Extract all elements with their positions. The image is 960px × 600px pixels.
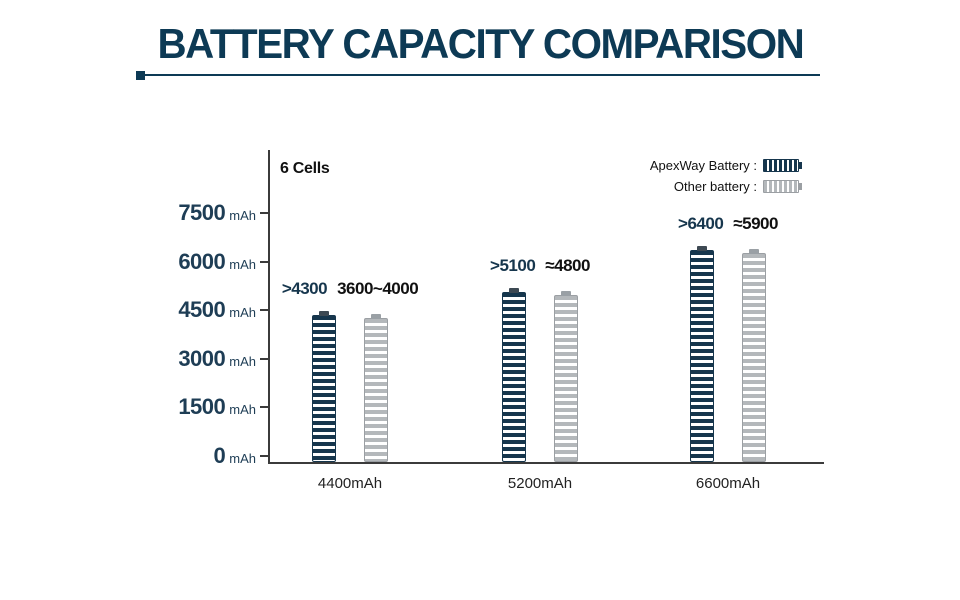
other-value-label: 3600~4000 (337, 279, 419, 299)
apexway-bar (690, 245, 714, 462)
apexway-bar (502, 288, 526, 462)
page-title: BATTERY CAPACITY COMPARISON (157, 20, 804, 67)
y-tick-mark (260, 309, 269, 312)
other-value-label: ≈4800 (545, 256, 590, 276)
x-axis-category-label: 6600mAh (695, 475, 761, 492)
battery-nub (319, 311, 329, 317)
apexway-battery-icon (763, 159, 802, 172)
plot-area: 6 Cells >4300 3600~4000 4400mAh >5100 ≈4800 5… (260, 150, 824, 492)
apexway-value-label: >6400 (678, 213, 724, 233)
legend-label-other: Other battery : (673, 179, 757, 194)
battery-nub (509, 288, 519, 294)
y-tick-mark (260, 406, 269, 409)
chart-legend: ApexWay Battery : Other battery : (650, 158, 802, 194)
group-value-labels: >6400 ≈5900 (678, 214, 778, 234)
legend-label-apexway: ApexWay Battery : (649, 158, 757, 173)
title-underline: BATTERY CAPACITY COMPARISON (135, 20, 821, 81)
x-axis-category-label: 4400mAh (317, 475, 383, 492)
group-value-labels: >5100 ≈4800 (490, 256, 590, 276)
other-bar (742, 248, 766, 462)
y-tick-mark (260, 212, 269, 214)
title-block: BATTERY CAPACITY COMPARISON (0, 20, 960, 81)
group-value-labels: >4300 3600~4000 (281, 279, 419, 299)
battery-nub (371, 313, 381, 319)
battery-nub (561, 291, 571, 297)
y-tick-mark (260, 455, 269, 457)
y-tick-label: 6000 mAh (178, 248, 256, 274)
other-battery-icon (763, 180, 802, 193)
y-tick-mark (260, 260, 269, 263)
apexway-value-label: >4300 (281, 279, 328, 299)
battery-nub (749, 248, 759, 254)
cells-label: 6 Cells (280, 160, 330, 177)
other-value-label: ≈5900 (733, 213, 778, 233)
legend-item-apexway: ApexWay Battery : (650, 158, 802, 173)
other-bar (554, 291, 578, 462)
y-tick-mark (260, 357, 269, 360)
apexway-value-label: >5100 (490, 256, 536, 276)
apexway-bar (312, 311, 336, 462)
battery-nub (697, 245, 707, 251)
y-tick-label: 1500 mAh (178, 394, 256, 420)
y-tick-label: 7500 mAh (178, 200, 256, 225)
title-underline-dot (135, 71, 145, 81)
legend-item-other: Other battery : (650, 179, 802, 194)
y-tick-label: 0 mAh (213, 443, 256, 468)
y-axis-labels: 0 mAh 1500 mAh 3000 mAh 4500 mAh 6000 mAh 7500 mAh (140, 150, 256, 468)
other-bar (364, 313, 388, 462)
x-axis-category-label: 5200mAh (507, 475, 573, 492)
y-tick-label: 4500 mAh (178, 297, 256, 323)
y-tick-label: 3000 mAh (178, 345, 256, 371)
